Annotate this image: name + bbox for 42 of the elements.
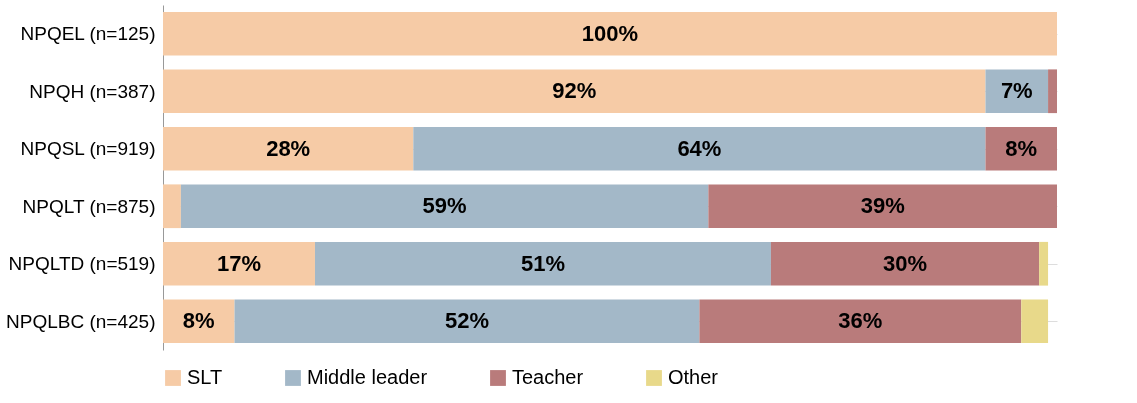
bar: [985, 126, 1057, 171]
data-label: 30%: [883, 250, 928, 276]
data-label: 17%: [216, 250, 262, 276]
bar: [163, 69, 986, 114]
bar: [699, 299, 1022, 344]
bar: [1039, 241, 1049, 286]
data-label: 100%: [581, 20, 639, 46]
bar: [708, 184, 1057, 229]
data-label: 51%: [520, 250, 565, 276]
y-tick-label: NPQH (n=387): [29, 80, 156, 102]
bar: [163, 241, 315, 286]
bar: [163, 11, 1057, 56]
data-label: 92%: [552, 78, 597, 104]
bar: [413, 126, 986, 171]
y-tick-label: NPQSL (n=919): [20, 138, 156, 160]
bar: [163, 299, 235, 344]
data-label: 8%: [182, 308, 215, 334]
legend-label: Teacher: [512, 366, 584, 388]
data-label: 39%: [860, 193, 905, 219]
y-tick-label: NPQLT (n=875): [22, 195, 156, 217]
legend-label: SLT: [187, 366, 223, 388]
data-label: 36%: [838, 308, 883, 334]
data-label: 52%: [444, 308, 489, 334]
data-label: 64%: [677, 135, 722, 161]
bar: [1048, 69, 1057, 114]
y-tick-label: NPQEL (n=125): [20, 23, 156, 45]
bar: [163, 126, 414, 171]
bar: [314, 241, 771, 286]
bar: [163, 184, 181, 229]
bar: [770, 241, 1040, 286]
bar: [1021, 299, 1049, 344]
legend-label: Middle leader: [307, 366, 428, 388]
data-label: 59%: [422, 193, 467, 219]
bar: [985, 69, 1049, 114]
legend-label: Other: [668, 366, 719, 388]
bar: [180, 184, 709, 229]
y-tick-label: NPQLTD (n=519): [8, 253, 156, 275]
data-label: 28%: [266, 135, 311, 161]
bar: [234, 299, 700, 344]
data-label: 7%: [1000, 78, 1033, 104]
y-tick-label: NPQLBC (n=425): [6, 310, 156, 332]
data-label: 8%: [1005, 135, 1038, 161]
